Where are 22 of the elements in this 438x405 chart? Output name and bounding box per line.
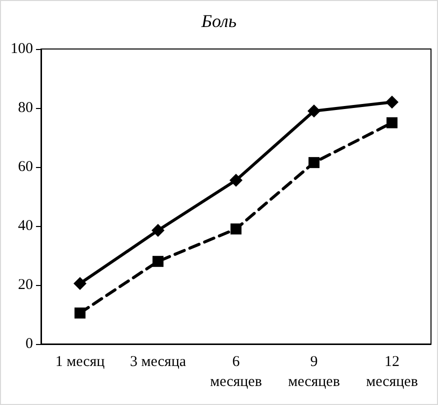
y-tick-label: 80 <box>18 100 33 116</box>
point <box>152 224 164 237</box>
x-tick-label: 6 месяцев <box>210 354 262 390</box>
point <box>386 96 398 109</box>
point <box>308 104 320 118</box>
point <box>74 277 86 290</box>
x-tick-label: 3 месяца <box>130 354 186 370</box>
point <box>230 223 242 234</box>
point <box>230 174 242 187</box>
x-tick-label: 1 месяц <box>55 354 105 370</box>
y-tick-label: 60 <box>18 159 33 175</box>
y-tick-label: 0 <box>26 336 33 352</box>
point <box>152 256 164 267</box>
y-tick-label: 100 <box>10 41 33 57</box>
y-tick-label: 20 <box>18 277 33 293</box>
point <box>386 117 398 128</box>
point <box>308 157 320 168</box>
y-tick-label: 40 <box>18 218 33 234</box>
x-tick-label: 9 месяцев <box>288 354 340 390</box>
point <box>74 308 86 319</box>
x-tick-label: 12 месяцев <box>366 354 418 390</box>
chart-title: Боль <box>200 11 237 31</box>
